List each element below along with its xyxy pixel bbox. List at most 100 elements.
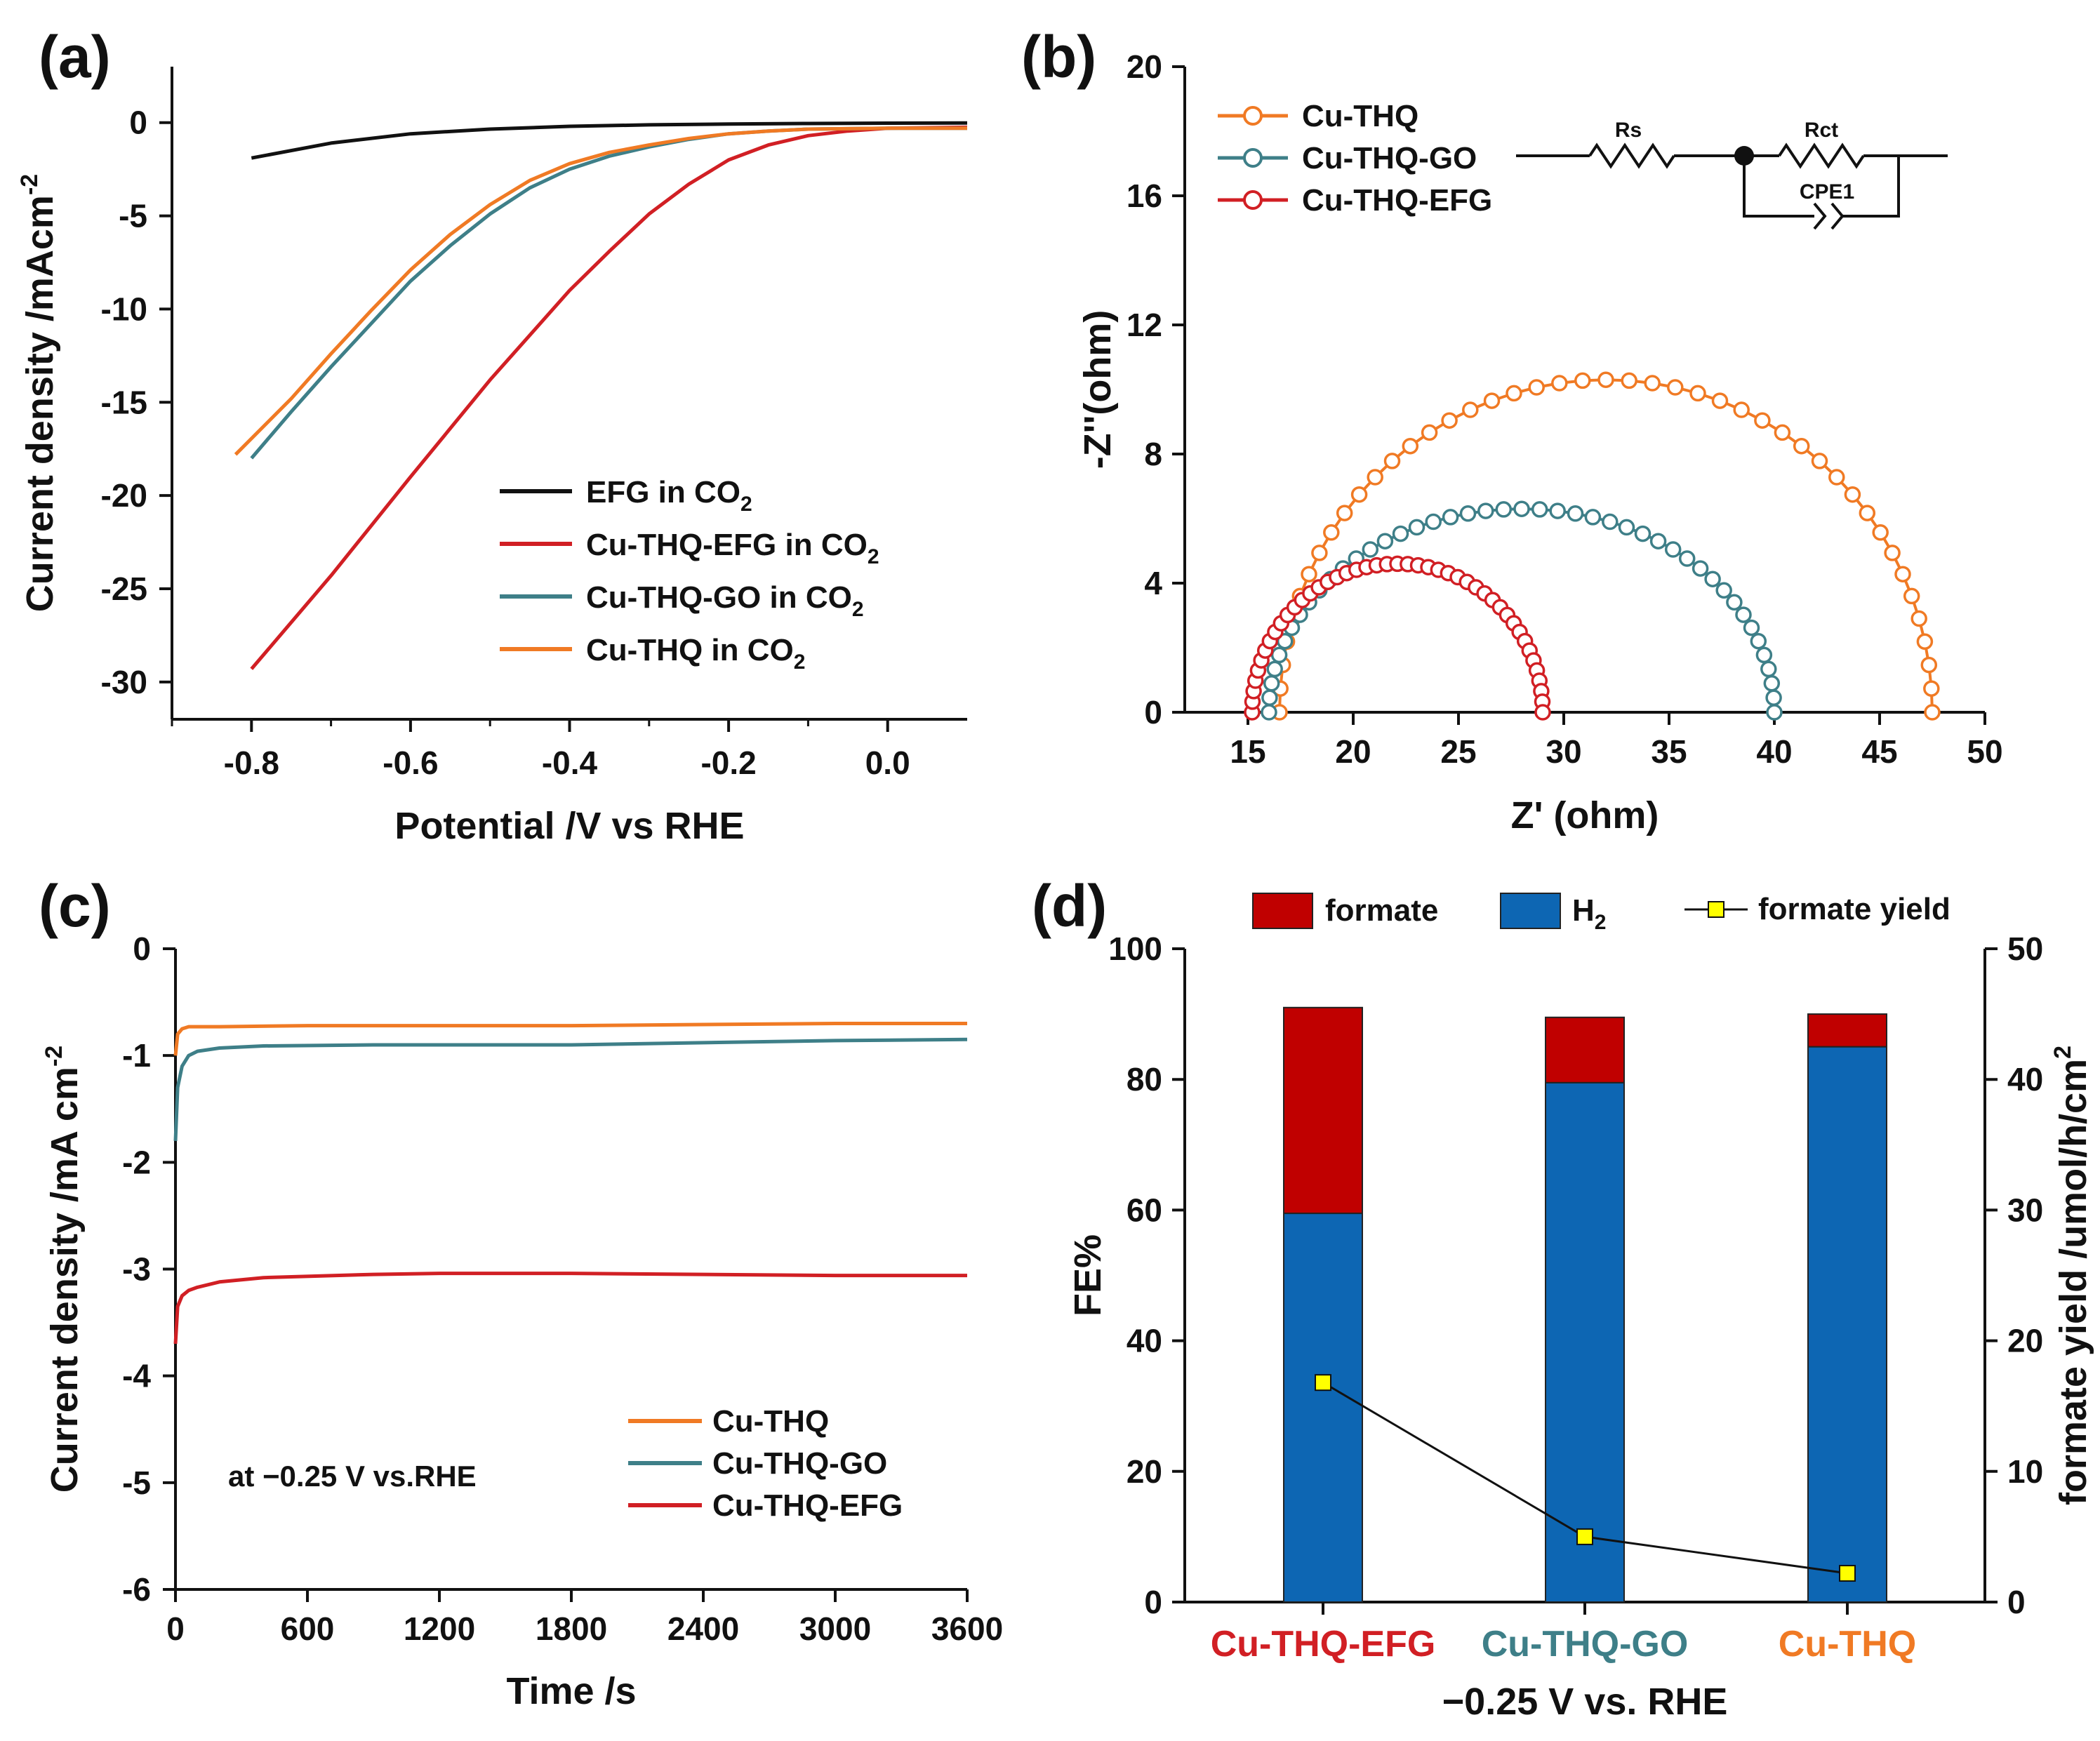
x-tick-label: 40 — [1756, 733, 1792, 770]
y-axis-label: Current density /mAcm-2 — [16, 174, 61, 612]
y2-tick-label: 40 — [2007, 1061, 2043, 1098]
y-tick-label: -3 — [122, 1251, 151, 1288]
data-point — [1828, 469, 1845, 486]
y2-tick-label: 20 — [2007, 1323, 2043, 1359]
x-tick-label: 0 — [166, 1610, 185, 1647]
y-tick-label: 100 — [1108, 930, 1162, 967]
y-tick-label: -20 — [101, 477, 147, 514]
data-point — [1367, 469, 1383, 486]
legend-label: EFG in CO2 — [586, 475, 752, 516]
data-point — [1844, 486, 1861, 503]
data-point — [1551, 375, 1568, 392]
data-point — [1301, 566, 1317, 582]
y-tick-label: 0 — [1144, 1584, 1162, 1620]
data-point — [1261, 689, 1278, 707]
data-point — [1923, 680, 1940, 697]
resistor-rct — [1778, 142, 1865, 169]
data-point — [1495, 501, 1513, 518]
data-point — [1408, 519, 1426, 536]
panel-label-c: (c) — [39, 873, 111, 939]
bar-formate — [1807, 1013, 1887, 1048]
data-point — [1421, 424, 1438, 441]
data-point — [1634, 525, 1652, 542]
data-point — [1735, 606, 1752, 623]
legend-swatch-yield — [1708, 901, 1724, 918]
y-tick-label: -15 — [101, 384, 147, 420]
x-tick-label: 3600 — [931, 1610, 1003, 1647]
panel-a: -0.8 -0.6 -0.4 -0.2 0.0 0 -5 -10 -15 -20 -25 -30 Pot… — [16, 67, 968, 847]
series-line — [173, 1272, 967, 1345]
y-axis-label: Current density /mA cm-2 — [41, 1046, 86, 1493]
data-point — [1531, 501, 1548, 518]
panel-label-d: (d) — [1032, 873, 1107, 939]
data-point — [1323, 524, 1340, 541]
data-point — [1664, 541, 1682, 558]
data-point — [1534, 704, 1551, 721]
data-point — [1811, 453, 1828, 469]
y-tick-label: -5 — [122, 1465, 151, 1501]
legend-label: Cu-THQ-GO in CO2 — [586, 580, 864, 621]
y-axis-label: FE% — [1067, 1234, 1109, 1316]
data-point — [1649, 533, 1667, 549]
x-tick-label: 20 — [1335, 733, 1371, 770]
data-point — [1743, 619, 1760, 636]
panel-d: 0 20 40 60 80 100 0 10 20 30 40 50 FE% formate yield … — [1067, 892, 2094, 1723]
data-point — [1750, 632, 1767, 650]
series-line — [234, 126, 967, 456]
data-point — [1483, 392, 1501, 409]
x-tick-label: -0.2 — [700, 745, 756, 781]
data-point — [1774, 424, 1791, 441]
y-axis-label: -Z''(ohm) — [1077, 310, 1119, 469]
x-tick-label: 50 — [1967, 733, 2002, 770]
data-point — [1477, 502, 1494, 519]
data-point — [1597, 371, 1614, 388]
bar-h2 — [1807, 1046, 1887, 1603]
data-point — [1920, 656, 1938, 674]
data-point — [1894, 566, 1911, 582]
circuit-label-rct: Rct — [1805, 119, 1838, 142]
x-axis-label: Potential /V vs RHE — [394, 805, 744, 847]
data-point — [1916, 633, 1934, 651]
legend-marker — [1243, 106, 1263, 126]
data-point — [1270, 646, 1288, 664]
legend-label: H2 — [1572, 893, 1606, 934]
data-point — [1924, 704, 1941, 721]
x-tick-label: 0.0 — [865, 745, 910, 781]
yield-point — [1839, 1565, 1856, 1582]
data-point — [1726, 594, 1743, 611]
yield-point — [1576, 1528, 1593, 1545]
category-label: Cu-THQ — [1779, 1624, 1916, 1665]
data-point — [1602, 513, 1619, 531]
data-point — [1266, 660, 1283, 678]
data-point — [1903, 587, 1920, 605]
data-point — [1859, 505, 1876, 521]
bar-h2 — [1283, 1213, 1363, 1603]
data-point — [1336, 505, 1353, 521]
data-point — [1462, 401, 1479, 418]
data-point — [1261, 704, 1277, 721]
y-tick-label: 40 — [1127, 1323, 1162, 1359]
y-tick-label: 20 — [1127, 1453, 1162, 1490]
x-tick-label: 35 — [1651, 733, 1687, 770]
y-tick-label: 60 — [1127, 1192, 1162, 1228]
y-tick-label: 80 — [1127, 1061, 1162, 1098]
data-point — [1678, 550, 1696, 567]
legend-label: Cu-THQ in CO2 — [586, 633, 805, 674]
circuit-label-rs: Rs — [1615, 119, 1642, 142]
circuit-wire — [1842, 156, 1900, 218]
condition-annotation: at −0.25 V vs.RHE — [228, 1460, 477, 1493]
y2-tick-label: 50 — [2007, 930, 2043, 967]
data-point — [1765, 689, 1782, 707]
series-line — [173, 1022, 967, 1056]
x-tick-label: 45 — [1861, 733, 1897, 770]
resistor-rs — [1588, 142, 1675, 169]
x-tick-label: 15 — [1230, 733, 1265, 770]
legend-label: Cu-THQ — [1302, 99, 1418, 133]
x-axis-label: −0.25 V vs. RHE — [1442, 1681, 1728, 1723]
yield-point — [1315, 1374, 1331, 1392]
series-line — [250, 125, 968, 670]
x-tick-label: -0.6 — [383, 745, 438, 781]
y-tick-label: 16 — [1127, 178, 1162, 214]
